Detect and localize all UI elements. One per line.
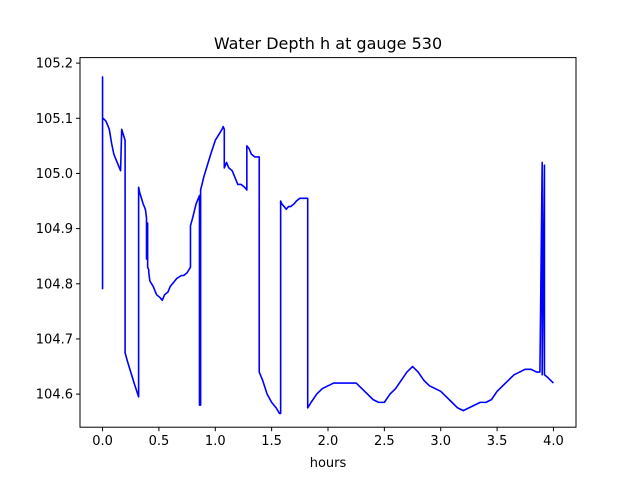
- x-axis: 0.0 0.5 1.0 1.5 2.0 2.5 3.0 3.5 4.0: [92, 427, 564, 449]
- plot-area: [101, 76, 555, 415]
- y-tick-label: 105.2: [36, 57, 73, 72]
- y-tick-label: 104.7: [36, 332, 73, 347]
- x-tick-label: 1.5: [261, 434, 282, 449]
- y-axis: 104.6 104.7 104.8 104.9 105.0 105.1 105.2: [36, 57, 80, 403]
- chart-title: Water Depth h at gauge 530: [214, 34, 442, 53]
- series-line-0: [101, 76, 555, 415]
- y-tick-label: 104.8: [36, 277, 73, 292]
- y-tick-label: 104.6: [36, 388, 73, 403]
- y-tick-label: 104.9: [36, 222, 73, 237]
- x-tick-label: 3.5: [487, 434, 508, 449]
- y-tick-label: 105.1: [36, 112, 73, 127]
- x-tick-label: 0.5: [149, 434, 170, 449]
- x-tick-label: 3.0: [430, 434, 451, 449]
- x-tick-label: 0.0: [92, 434, 113, 449]
- x-tick-label: 2.0: [318, 434, 339, 449]
- x-axis-label: hours: [310, 456, 347, 471]
- x-tick-label: 2.5: [374, 434, 395, 449]
- y-tick-label: 105.0: [36, 167, 73, 182]
- x-tick-label: 4.0: [543, 434, 564, 449]
- x-tick-label: 1.0: [205, 434, 226, 449]
